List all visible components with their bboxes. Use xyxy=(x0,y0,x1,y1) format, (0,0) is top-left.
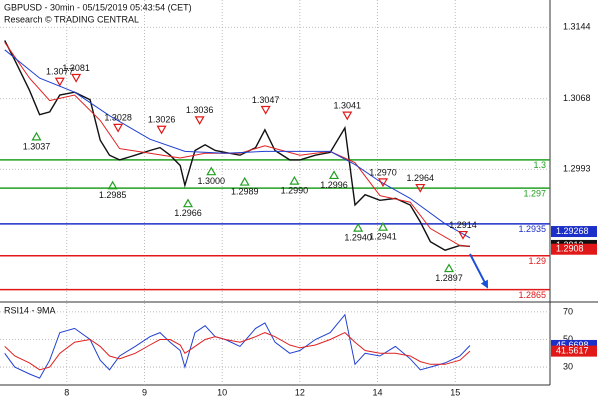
pivot-label: 1.2990 xyxy=(281,185,309,195)
price-line xyxy=(4,40,471,251)
x-tick-label: 12 xyxy=(295,387,305,397)
pivot-marker xyxy=(377,221,389,231)
pivot-label: 1.3000 xyxy=(198,176,226,186)
pivot-label: 1.3036 xyxy=(186,105,214,115)
pivot-marker xyxy=(457,230,469,240)
y-tick-label: 1.3068 xyxy=(563,93,591,103)
pivot-label: 1.2970 xyxy=(369,167,397,177)
pivot-label: 1.3028 xyxy=(104,113,132,123)
pivot-label: 1.2989 xyxy=(231,186,259,196)
value-tag-label: 45.6698 xyxy=(556,340,589,350)
pivot-marker xyxy=(54,77,65,87)
x-tick-label: 9 xyxy=(142,387,147,397)
level-label: 1.2935 xyxy=(518,224,546,234)
rsi-tick-label: 70 xyxy=(563,306,573,316)
pivot-label: 1.3077 xyxy=(46,67,74,77)
x-tick-label: 10 xyxy=(217,387,227,397)
y-tick-label: 1.2993 xyxy=(563,164,591,174)
pivot-label: 1.2996 xyxy=(320,180,348,190)
pivot-label: 1.2985 xyxy=(99,190,127,200)
level-label: 1.3 xyxy=(533,160,546,170)
pivot-label: 1.3037 xyxy=(23,141,51,151)
x-tick-label: 8 xyxy=(64,387,69,397)
rsi-title: RSI14 - 9MA xyxy=(4,305,56,315)
pivot-marker xyxy=(239,176,250,186)
level-label: 1.29 xyxy=(528,256,546,266)
pivot-label: 1.3026 xyxy=(148,115,176,125)
pivot-marker xyxy=(260,105,271,115)
pivot-marker xyxy=(194,116,205,126)
value-tag-label: 1.29268 xyxy=(556,226,589,236)
pivot-marker xyxy=(353,222,364,232)
value-tag xyxy=(551,226,597,238)
pivot-marker xyxy=(443,263,455,273)
chart-subtitle: Research © TRADING CENTRAL xyxy=(4,14,139,24)
pivot-marker xyxy=(182,198,194,208)
pivot-label: 1.2897 xyxy=(435,273,463,283)
pivot-label: 1.2914 xyxy=(449,220,477,230)
chart-title: GBPUSD - 30min - 05/15/2019 05:43:54 (CE… xyxy=(4,2,192,12)
pivot-marker xyxy=(113,123,124,133)
pivot-label: 1.2940 xyxy=(344,232,372,242)
value-tag xyxy=(551,243,597,255)
rsi-tick-label: 50 xyxy=(563,334,573,344)
y-tick-label: 1.3144 xyxy=(563,22,591,32)
value-tag xyxy=(551,345,597,357)
rsi-line xyxy=(4,332,471,371)
price-line xyxy=(4,49,471,239)
level-label: 1.297 xyxy=(523,188,546,198)
pivot-marker xyxy=(377,178,389,188)
pivot-marker xyxy=(71,73,82,83)
rsi-tick-label: 30 xyxy=(563,361,573,371)
forecast-arrow xyxy=(469,253,488,289)
pivot-marker xyxy=(206,166,217,176)
x-tick-label: 14 xyxy=(373,387,383,397)
pivot-label: 1.3081 xyxy=(62,63,90,73)
pivot-marker xyxy=(289,175,300,185)
value-tag-label: 41.5617 xyxy=(556,345,589,355)
value-tag-label: 1.2908 xyxy=(556,244,584,254)
pivot-label: 1.2964 xyxy=(407,173,435,183)
pivot-marker xyxy=(329,170,340,180)
level-label: 1.2865 xyxy=(518,290,546,300)
x-tick-label: 15 xyxy=(450,387,460,397)
pivot-label: 1.2941 xyxy=(369,232,397,242)
pivot-marker xyxy=(156,125,167,135)
pivot-marker xyxy=(31,131,42,141)
price-line xyxy=(4,42,471,247)
pivot-label: 1.3041 xyxy=(333,101,361,111)
value-tag xyxy=(551,339,597,351)
pivot-label: 1.3047 xyxy=(252,95,280,105)
pivot-marker xyxy=(107,180,118,190)
pivot-label: 1.2966 xyxy=(174,208,202,218)
pivot-marker xyxy=(415,183,426,193)
pivot-marker xyxy=(342,111,353,121)
